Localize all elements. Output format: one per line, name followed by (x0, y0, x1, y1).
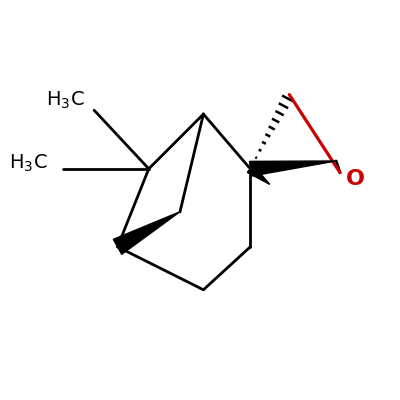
Polygon shape (113, 212, 180, 254)
Text: $\mathregular{H_3C}$: $\mathregular{H_3C}$ (9, 152, 47, 174)
Polygon shape (250, 161, 336, 176)
Text: O: O (346, 168, 365, 188)
Polygon shape (247, 165, 270, 184)
Text: $\mathregular{H_3C}$: $\mathregular{H_3C}$ (46, 90, 84, 111)
